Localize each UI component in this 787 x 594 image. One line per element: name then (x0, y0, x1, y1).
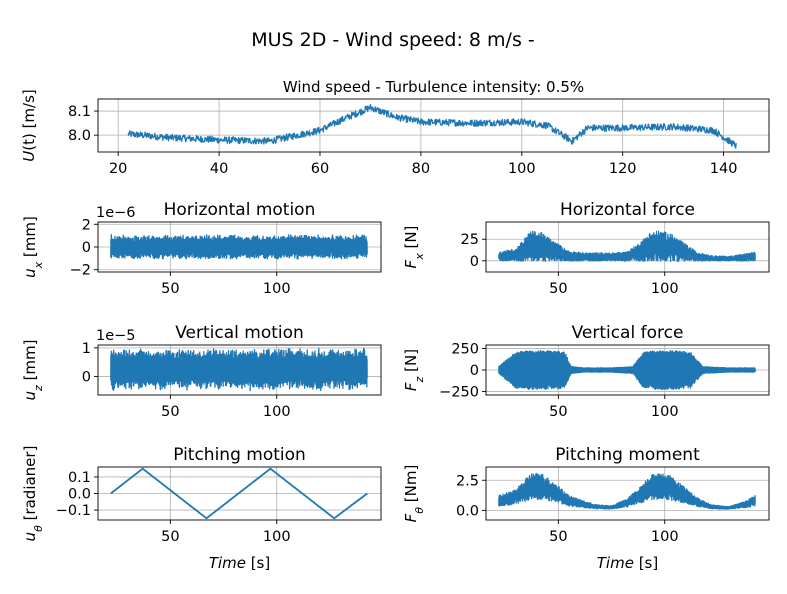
y-tick-label: 250 (451, 341, 479, 357)
series-line-uz (110, 347, 368, 392)
x-axis-label-unit: [s] (634, 554, 658, 572)
subplot-fz: 50 100 −250 0 250 Vertical force Fz [N] (402, 323, 770, 420)
x-tick-label: 100 (651, 529, 679, 545)
x-tick-label: 50 (161, 529, 179, 545)
x-tick-label: 100 (263, 404, 291, 420)
y-axis-label-subscript: z (413, 376, 426, 383)
y-axis-label-unit: [Nm] (402, 465, 420, 507)
y-axis-label-symbol: F (402, 513, 420, 522)
figure-suptitle: MUS 2D - Wind speed: 8 m/s - (251, 29, 535, 51)
series-line-ux (110, 234, 368, 260)
x-tick-label: 120 (609, 161, 637, 177)
subplot-title: Vertical force (572, 323, 684, 343)
x-axis-label-symbol: Time (597, 554, 634, 572)
subplot-title: Horizontal motion (164, 200, 316, 220)
x-tick-label: 140 (710, 161, 738, 177)
series-line-ftheta (498, 472, 756, 510)
x-axis-label: Time [s] (597, 554, 658, 572)
subplot-uz: 50 100 0 1 Vertical motion 1e−5 uz [mm] (21, 323, 382, 420)
y-axis-label: U(t) [m/s] (20, 89, 38, 162)
y-tick-label: −2 (70, 263, 91, 279)
subplot-title: Horizontal force (560, 200, 695, 220)
y-tick-label: 8.0 (68, 128, 91, 144)
x-tick-label: 50 (161, 404, 179, 420)
subplot-title: Vertical motion (175, 323, 304, 343)
x-tick-label: 50 (161, 281, 179, 297)
x-axis-label-unit: [s] (246, 554, 270, 572)
y-tick-label: 0.0 (68, 487, 91, 503)
x-tick-label: 60 (311, 161, 329, 177)
x-axis-label-symbol: Time (209, 554, 246, 572)
y-tick-label: −250 (439, 385, 479, 401)
subplot-ux: 50 100 −2 0 2 Horizontal motion 1e−6 ux [mm] (21, 200, 382, 297)
x-tick-label: 100 (508, 161, 536, 177)
axis-offset-text: 1e−6 (96, 205, 136, 221)
series-line-utheta (110, 467, 368, 520)
y-axis-label: ux [mm] (21, 216, 45, 278)
y-tick-label: 0.1 (68, 470, 91, 486)
y-tick-label: 0 (82, 240, 91, 256)
x-tick-label: 20 (109, 161, 127, 177)
x-tick-label: 80 (412, 161, 430, 177)
subplot-ftheta: 50 100 0.0 2.5 Pitching moment Fθ [Nm] Time [s… (402, 445, 770, 572)
y-axis-label: Fz [N] (402, 349, 426, 391)
x-tick-label: 100 (651, 281, 679, 297)
y-axis-label-unit: [N] (402, 226, 420, 254)
x-axis-label: Time [s] (209, 554, 270, 572)
x-tick-label: 100 (263, 529, 291, 545)
y-axis-label-subscript: x (32, 261, 45, 269)
y-axis-label-unit: [radianer] (21, 446, 39, 526)
x-tick-label: 50 (549, 404, 567, 420)
y-axis-label: uθ [radianer] (21, 446, 45, 542)
y-tick-label: 1 (82, 341, 91, 357)
y-tick-label: 0 (82, 369, 91, 385)
subplot-title: Pitching motion (173, 445, 306, 465)
y-axis-label-symbol: u (21, 268, 39, 278)
series-line-wind (127, 104, 737, 149)
y-tick-label: −0.1 (56, 503, 91, 519)
y-tick-label: 0.0 (456, 503, 479, 519)
y-axis-label-unit: [mm] (21, 340, 39, 386)
series-line-fz (498, 350, 756, 391)
y-axis-label: Fx [N] (402, 226, 426, 269)
x-tick-label: 50 (549, 281, 567, 297)
subplot-title: Pitching moment (555, 445, 700, 465)
y-tick-label: 25 (461, 232, 479, 248)
axes-frame (485, 466, 770, 521)
x-tick-label: 100 (263, 281, 291, 297)
axes-frame (97, 344, 382, 396)
axes-frame (485, 221, 770, 273)
subplot-title: Wind speed - Turbulence intensity: 0.5% (283, 78, 584, 96)
y-tick-label: 8.1 (68, 104, 91, 120)
y-axis-label: Fθ [Nm] (402, 465, 426, 523)
y-tick-label: 0 (470, 363, 479, 379)
y-axis-label-symbol: u (21, 532, 39, 542)
y-axis-label-subscript: θ (413, 507, 426, 514)
y-axis-label-unit: [N] (402, 349, 420, 377)
x-tick-label: 100 (651, 404, 679, 420)
y-axis-label-symbol: F (402, 382, 420, 391)
axes-frame (97, 98, 770, 153)
subplot-fx: 50 100 0 25 Horizontal force Fx [N] (402, 200, 770, 297)
y-tick-label: 0 (470, 254, 479, 270)
series-line-fx (498, 230, 756, 262)
x-tick-label: 40 (210, 161, 228, 177)
y-axis-label-symbol: F (402, 259, 420, 268)
subplot-utheta: 50 100 −0.10.00.1 Pitching motion uθ [radian… (21, 445, 382, 572)
y-axis-label-unit: [mm] (21, 216, 39, 262)
y-axis-label: uz [mm] (21, 340, 45, 401)
axis-offset-text: 1e−5 (96, 328, 136, 344)
y-tick-label: 2 (82, 217, 91, 233)
y-axis-label-symbol: u (21, 391, 39, 401)
y-axis-label-subscript: z (32, 385, 45, 392)
y-axis-label-subscript: θ (32, 525, 45, 532)
x-tick-label: 50 (549, 529, 567, 545)
y-tick-label: 2.5 (456, 473, 479, 489)
subplot-wind: 20 40 60 80 100 120 140 8.0 8.1 Wind speed - Turb… (20, 78, 770, 177)
y-axis-label-subscript: x (413, 253, 426, 261)
y-axis-label-symbol: U (20, 151, 38, 162)
y-axis-label-unit: (t) [m/s] (20, 89, 38, 151)
